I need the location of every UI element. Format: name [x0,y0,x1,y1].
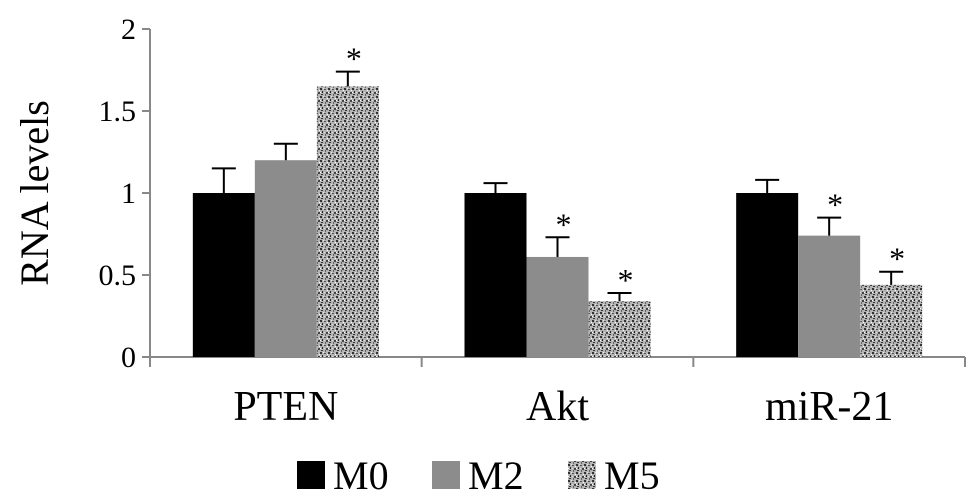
significance-mark: * [827,187,843,223]
y-axis-label: RNA levels [12,100,57,286]
bar-m2-mir-21 [798,235,861,357]
x-tick-label: miR-21 [765,384,893,430]
bar-m0-pten [192,193,255,357]
bar-m5-mir-21 [860,284,923,357]
bar-m2-pten [254,160,317,357]
y-tick-label: 1.5 [99,95,137,128]
bar-m0-akt [464,193,527,357]
bar-m2-akt [526,256,589,357]
y-tick-label: 0 [121,341,136,374]
significance-mark: * [889,241,905,277]
legend-swatch-m0 [297,461,325,489]
legend-label: M0 [333,453,389,498]
significance-mark: * [556,206,572,242]
y-tick-label: 2 [121,13,136,46]
bar-m0-mir-21 [736,193,799,357]
x-tick-label: PTEN [233,384,338,430]
y-tick-label: 0.5 [99,259,137,292]
significance-mark: * [618,262,634,298]
bar-m5-pten [316,86,379,358]
legend-label: M5 [604,453,660,498]
legend-label: M2 [468,453,524,498]
legend-swatch-m2 [432,461,460,489]
y-tick-label: 1 [121,177,136,210]
legend-swatch-m5 [568,461,596,489]
plot-area: 0 0.5 1 1.5 2 RNA levels * PTEN * * Akt * * miR-21 M0 M… [12,13,966,498]
bar-m5-akt [588,301,651,357]
x-tick-label: Akt [526,384,589,430]
significance-mark: * [346,41,362,77]
